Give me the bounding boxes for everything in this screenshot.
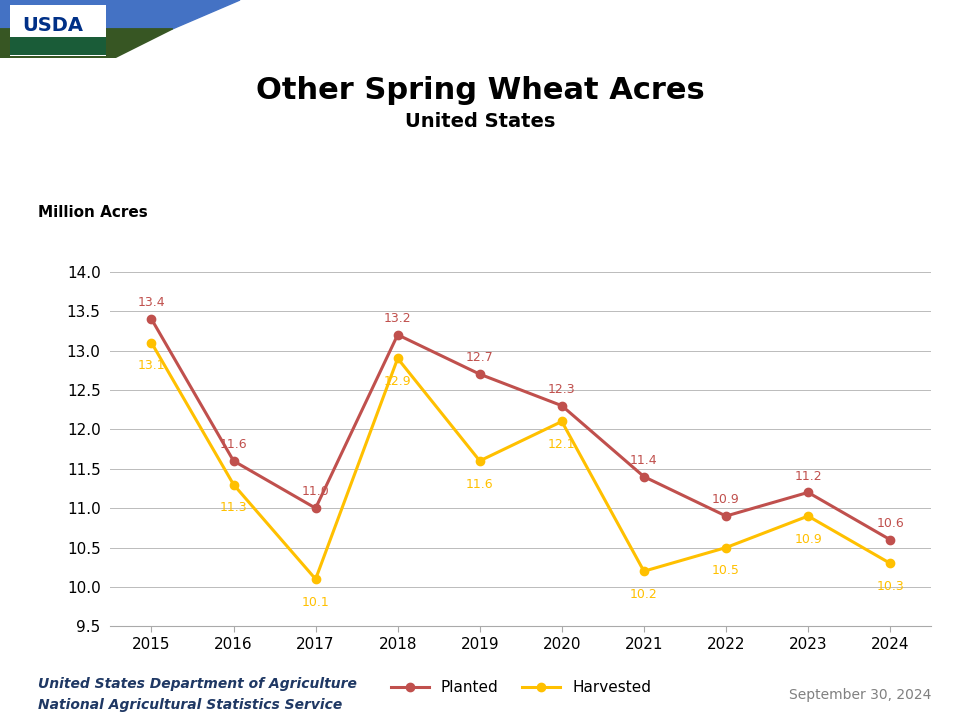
- Polygon shape: [0, 0, 240, 29]
- Harvested: [884, 559, 896, 567]
- Harvested: [474, 456, 486, 465]
- Planted: [474, 370, 486, 379]
- FancyBboxPatch shape: [10, 37, 106, 55]
- Planted: [310, 504, 322, 513]
- Text: 10.5: 10.5: [712, 564, 740, 577]
- Text: Other Spring Wheat Acres: Other Spring Wheat Acres: [255, 76, 705, 104]
- Harvested: [556, 417, 567, 426]
- Harvested: [638, 567, 650, 575]
- Line: Planted: Planted: [147, 315, 895, 544]
- Harvested: [392, 354, 403, 363]
- Text: 10.3: 10.3: [876, 580, 904, 593]
- Text: 11.6: 11.6: [220, 438, 248, 451]
- Text: 12.7: 12.7: [466, 351, 493, 364]
- Text: 11.2: 11.2: [794, 469, 822, 482]
- Planted: [146, 315, 157, 323]
- Planted: [556, 401, 567, 410]
- Harvested: [228, 480, 239, 489]
- Text: 13.2: 13.2: [384, 312, 412, 325]
- Text: 10.6: 10.6: [876, 517, 904, 530]
- Harvested: [310, 575, 322, 583]
- Text: 11.6: 11.6: [466, 477, 493, 490]
- Text: 11.3: 11.3: [220, 501, 248, 514]
- Planted: [884, 536, 896, 544]
- Text: 11.4: 11.4: [630, 454, 658, 467]
- Legend: Planted, Harvested: Planted, Harvested: [384, 674, 658, 701]
- Planted: [228, 456, 239, 465]
- Text: 10.2: 10.2: [630, 588, 658, 601]
- Text: 12.9: 12.9: [384, 375, 412, 388]
- Text: Million Acres: Million Acres: [38, 204, 148, 220]
- Planted: [720, 512, 732, 521]
- Text: 10.1: 10.1: [301, 595, 329, 609]
- Text: USDA: USDA: [22, 16, 84, 35]
- FancyBboxPatch shape: [10, 4, 106, 56]
- Polygon shape: [0, 29, 173, 58]
- Harvested: [146, 338, 157, 347]
- Text: September 30, 2024: September 30, 2024: [789, 688, 931, 701]
- Harvested: [803, 512, 814, 521]
- Planted: [392, 330, 403, 339]
- Text: 12.3: 12.3: [548, 383, 576, 396]
- Line: Harvested: Harvested: [147, 338, 895, 583]
- Text: 12.1: 12.1: [548, 438, 576, 451]
- Text: 10.9: 10.9: [712, 493, 740, 506]
- Text: United States: United States: [405, 112, 555, 130]
- Text: United States Department of Agriculture: United States Department of Agriculture: [38, 677, 357, 690]
- Text: 13.1: 13.1: [137, 359, 165, 372]
- Text: 11.0: 11.0: [301, 485, 329, 498]
- Text: National Agricultural Statistics Service: National Agricultural Statistics Service: [38, 698, 343, 712]
- Planted: [638, 472, 650, 481]
- Harvested: [720, 544, 732, 552]
- Text: 10.9: 10.9: [794, 533, 822, 546]
- Text: 13.4: 13.4: [137, 296, 165, 310]
- Planted: [803, 488, 814, 497]
